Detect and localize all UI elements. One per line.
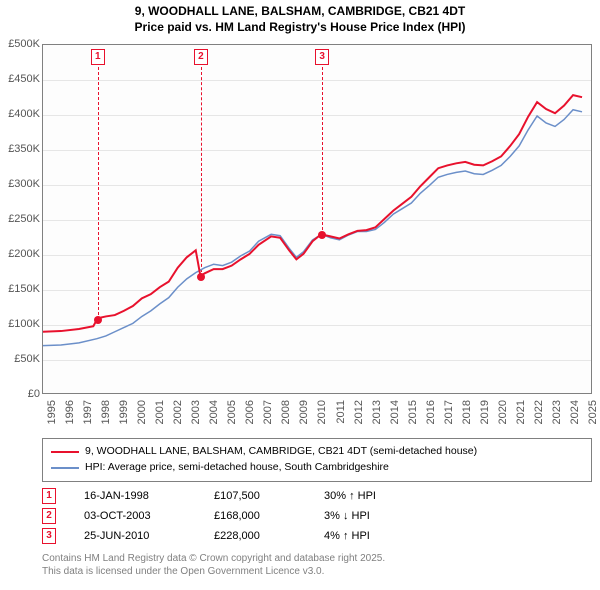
marker-dot xyxy=(197,273,205,281)
sales-table: 1 16-JAN-1998 £107,500 30% ↑ HPI 2 03-OC… xyxy=(42,486,592,546)
y-axis-label: £50K xyxy=(0,353,40,365)
x-axis-label: 2017 xyxy=(443,400,455,424)
x-axis-label: 2010 xyxy=(316,400,328,424)
sale-diff: 3% ↓ HPI xyxy=(324,510,424,522)
x-axis-label: 1997 xyxy=(82,400,94,424)
x-axis-label: 2002 xyxy=(172,400,184,424)
x-axis-label: 2023 xyxy=(551,400,563,424)
x-axis-label: 2003 xyxy=(190,400,202,424)
legend-label: 9, WOODHALL LANE, BALSHAM, CAMBRIDGE, CB… xyxy=(85,444,477,460)
sale-marker-icon: 1 xyxy=(42,488,56,504)
legend-label: HPI: Average price, semi-detached house,… xyxy=(85,460,389,476)
x-axis-label: 2009 xyxy=(298,400,310,424)
sale-price: £228,000 xyxy=(214,530,324,542)
sale-diff: 30% ↑ HPI xyxy=(324,490,424,502)
x-axis-label: 2024 xyxy=(569,400,581,424)
x-axis-label: 2007 xyxy=(262,400,274,424)
table-row: 3 25-JUN-2010 £228,000 4% ↑ HPI xyxy=(42,526,592,546)
x-axis-label: 2014 xyxy=(389,400,401,424)
x-axis-label: 2015 xyxy=(407,400,419,424)
x-axis-label: 2012 xyxy=(353,400,365,424)
table-row: 1 16-JAN-1998 £107,500 30% ↑ HPI xyxy=(42,486,592,506)
footer-attribution: Contains HM Land Registry data © Crown c… xyxy=(42,552,385,578)
footer-line2: This data is licensed under the Open Gov… xyxy=(42,565,385,578)
y-axis-label: £150K xyxy=(0,283,40,295)
sale-price: £107,500 xyxy=(214,490,324,502)
footer-line1: Contains HM Land Registry data © Crown c… xyxy=(42,552,385,565)
legend-item: 9, WOODHALL LANE, BALSHAM, CAMBRIDGE, CB… xyxy=(51,444,583,460)
legend-swatch xyxy=(51,451,79,454)
x-axis-label: 2011 xyxy=(335,400,347,424)
sale-date: 16-JAN-1998 xyxy=(84,490,214,502)
marker-label: 3 xyxy=(315,49,329,65)
legend-item: HPI: Average price, semi-detached house,… xyxy=(51,460,583,476)
sale-date: 25-JUN-2010 xyxy=(84,530,214,542)
x-axis-label: 2025 xyxy=(587,400,599,424)
y-axis-label: £0 xyxy=(0,388,40,400)
chart-title: 9, WOODHALL LANE, BALSHAM, CAMBRIDGE, CB… xyxy=(0,0,600,35)
marker-dot xyxy=(94,316,102,324)
y-axis-label: £500K xyxy=(0,38,40,50)
sale-date: 03-OCT-2003 xyxy=(84,510,214,522)
marker-label: 1 xyxy=(91,49,105,65)
y-axis-label: £250K xyxy=(0,213,40,225)
x-axis-label: 2005 xyxy=(226,400,238,424)
title-line1: 9, WOODHALL LANE, BALSHAM, CAMBRIDGE, CB… xyxy=(0,4,600,20)
x-axis-label: 1996 xyxy=(64,400,76,424)
sale-price: £168,000 xyxy=(214,510,324,522)
chart-container: 9, WOODHALL LANE, BALSHAM, CAMBRIDGE, CB… xyxy=(0,0,600,590)
legend-swatch xyxy=(51,467,79,469)
marker-label: 2 xyxy=(194,49,208,65)
series-price-paid xyxy=(43,95,582,332)
y-axis-label: £200K xyxy=(0,248,40,260)
line-layer xyxy=(43,45,591,393)
y-axis-label: £300K xyxy=(0,178,40,190)
legend: 9, WOODHALL LANE, BALSHAM, CAMBRIDGE, CB… xyxy=(42,438,592,482)
x-axis-label: 2004 xyxy=(208,400,220,424)
sale-marker-icon: 2 xyxy=(42,508,56,524)
x-axis-label: 1995 xyxy=(46,400,58,424)
x-axis-label: 2019 xyxy=(479,400,491,424)
sale-diff: 4% ↑ HPI xyxy=(324,530,424,542)
x-axis-label: 2008 xyxy=(280,400,292,424)
x-axis-label: 2021 xyxy=(515,400,527,424)
x-axis-label: 1998 xyxy=(100,400,112,424)
table-row: 2 03-OCT-2003 £168,000 3% ↓ HPI xyxy=(42,506,592,526)
x-axis-label: 2000 xyxy=(136,400,148,424)
y-axis-label: £350K xyxy=(0,143,40,155)
x-axis-label: 2022 xyxy=(533,400,545,424)
y-axis-label: £100K xyxy=(0,318,40,330)
plot-area: 1 2 3 xyxy=(42,44,592,394)
title-line2: Price paid vs. HM Land Registry's House … xyxy=(0,20,600,36)
x-axis-label: 2016 xyxy=(425,400,437,424)
x-axis-label: 2013 xyxy=(371,400,383,424)
x-axis-label: 2018 xyxy=(461,400,473,424)
x-axis-label: 1999 xyxy=(118,400,130,424)
x-axis-label: 2001 xyxy=(154,400,166,424)
sale-marker-icon: 3 xyxy=(42,528,56,544)
x-axis-label: 2006 xyxy=(244,400,256,424)
y-axis-label: £400K xyxy=(0,108,40,120)
y-axis-label: £450K xyxy=(0,73,40,85)
marker-dot xyxy=(318,231,326,239)
x-axis-label: 2020 xyxy=(497,400,509,424)
